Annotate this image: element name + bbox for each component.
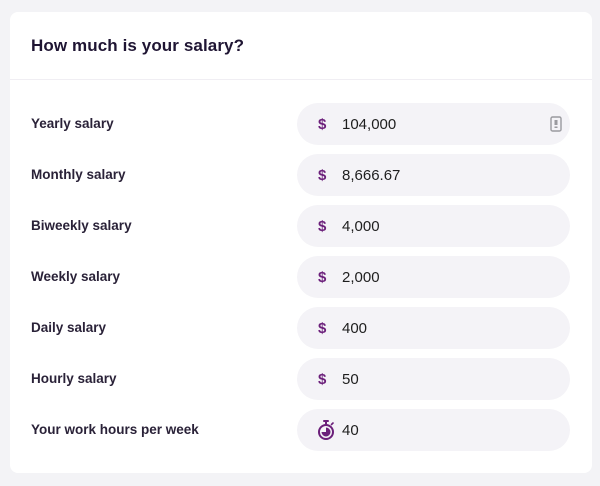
- hourly-salary-label: Hourly salary: [31, 371, 117, 386]
- monthly-salary-input[interactable]: $ 8,666.67: [297, 154, 570, 196]
- dollar-prefix: $: [318, 370, 327, 388]
- dollar-prefix: $: [318, 268, 327, 286]
- biweekly-salary-value: 4,000: [342, 217, 380, 235]
- work-hours-label: Your work hours per week: [31, 422, 199, 437]
- monthly-salary-value: 8,666.67: [342, 166, 401, 184]
- dollar-prefix: $: [318, 217, 327, 235]
- weekly-salary-label: Weekly salary: [31, 269, 121, 284]
- yearly-salary-label: Yearly salary: [31, 116, 114, 131]
- calculator-icon[interactable]: [550, 116, 562, 132]
- card-title: How much is your salary?: [31, 35, 245, 55]
- row-work-hours: Your work hours per week 40: [10, 409, 592, 460]
- row-hourly-salary: Hourly salary $ 50: [10, 358, 592, 409]
- weekly-salary-input[interactable]: $ 2,000: [297, 256, 570, 298]
- biweekly-salary-label: Biweekly salary: [31, 218, 132, 233]
- work-hours-value: 40: [342, 421, 359, 439]
- row-monthly-salary: Monthly salary $ 8,666.67: [10, 154, 592, 205]
- yearly-salary-input[interactable]: $ 104,000: [297, 103, 570, 145]
- weekly-salary-value: 2,000: [342, 268, 380, 286]
- row-yearly-salary: Yearly salary $ 104,000: [10, 103, 592, 154]
- dollar-prefix: $: [318, 319, 327, 337]
- stopwatch-icon: [318, 420, 334, 440]
- dollar-prefix: $: [318, 166, 327, 184]
- daily-salary-input[interactable]: $ 400: [297, 307, 570, 349]
- row-weekly-salary: Weekly salary $ 2,000: [10, 256, 592, 307]
- biweekly-salary-input[interactable]: $ 4,000: [297, 205, 570, 247]
- row-daily-salary: Daily salary $ 400: [10, 307, 592, 358]
- dollar-prefix: $: [318, 115, 327, 133]
- row-biweekly-salary: Biweekly salary $ 4,000: [10, 205, 592, 256]
- salary-card: How much is your salary? Yearly salary $…: [10, 12, 592, 473]
- daily-salary-value: 400: [342, 319, 368, 337]
- daily-salary-label: Daily salary: [31, 320, 107, 335]
- salary-fields: Yearly salary $ 104,000 Monthly salary $…: [10, 103, 592, 460]
- card-header: How much is your salary?: [10, 12, 592, 80]
- hourly-salary-input[interactable]: $ 50: [297, 358, 570, 400]
- yearly-salary-value: 104,000: [342, 115, 397, 133]
- work-hours-input[interactable]: 40: [297, 409, 570, 451]
- hourly-salary-value: 50: [342, 370, 359, 388]
- monthly-salary-label: Monthly salary: [31, 167, 126, 182]
